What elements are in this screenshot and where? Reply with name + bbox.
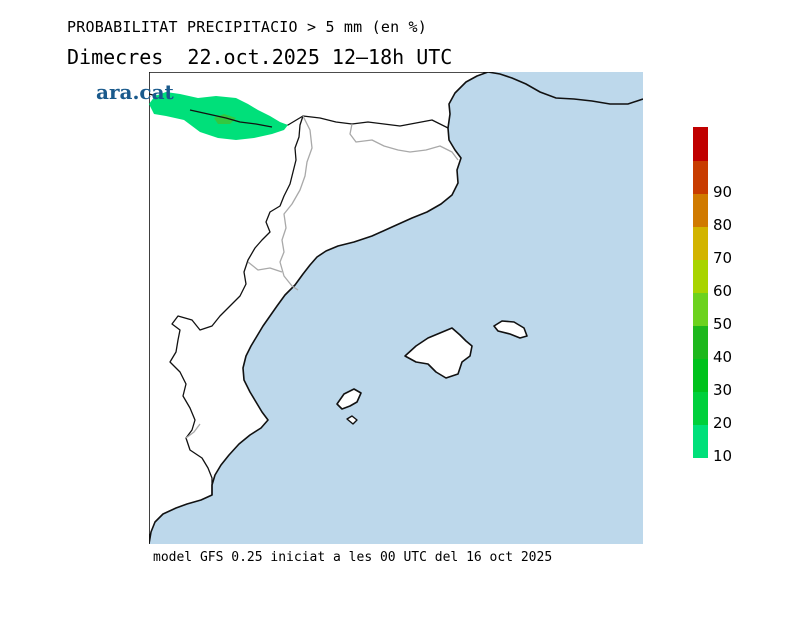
model-info: model GFS 0.25 iniciat a les 00 UTC del … [153,550,553,565]
precipitation-map [149,72,643,544]
legend-label: 30 [713,381,733,399]
legend: 10 20 30 40 50 60 70 80 90 [693,127,753,464]
legend-swatch [693,292,708,326]
ara-cat-logo: ara.cat [96,80,174,104]
province-border [279,115,313,291]
forecast-date: Dimecres 22.oct.2025 12–18h UTC [67,45,453,69]
legend-swatch [693,358,708,392]
legend-swatch [693,127,708,161]
legend-swatch [693,259,708,293]
legend-swatch [693,325,708,359]
legend-swatch [693,391,708,425]
menorca [493,320,528,339]
legend-label: 90 [713,183,733,201]
map-title: PROBABILITAT PRECIPITACIO > 5 mm (en %) [67,18,427,36]
legend-label: 80 [713,216,733,234]
ibiza [336,388,362,410]
legend-swatch [693,160,708,194]
legend-label: 20 [713,414,733,432]
province-border [185,423,201,439]
province-border [349,123,459,161]
legend-label: 50 [713,315,733,333]
legend-label: 40 [713,348,733,366]
legend-label: 10 [713,447,733,465]
mallorca [404,327,473,379]
france-coast [487,72,643,105]
formentera [346,415,358,425]
province-border [247,261,283,273]
legend-label: 70 [713,249,733,267]
legend-swatch [693,193,708,227]
legend-swatch [693,424,708,458]
region-border [169,115,304,495]
legend-swatch [693,226,708,260]
legend-label: 60 [713,282,733,300]
